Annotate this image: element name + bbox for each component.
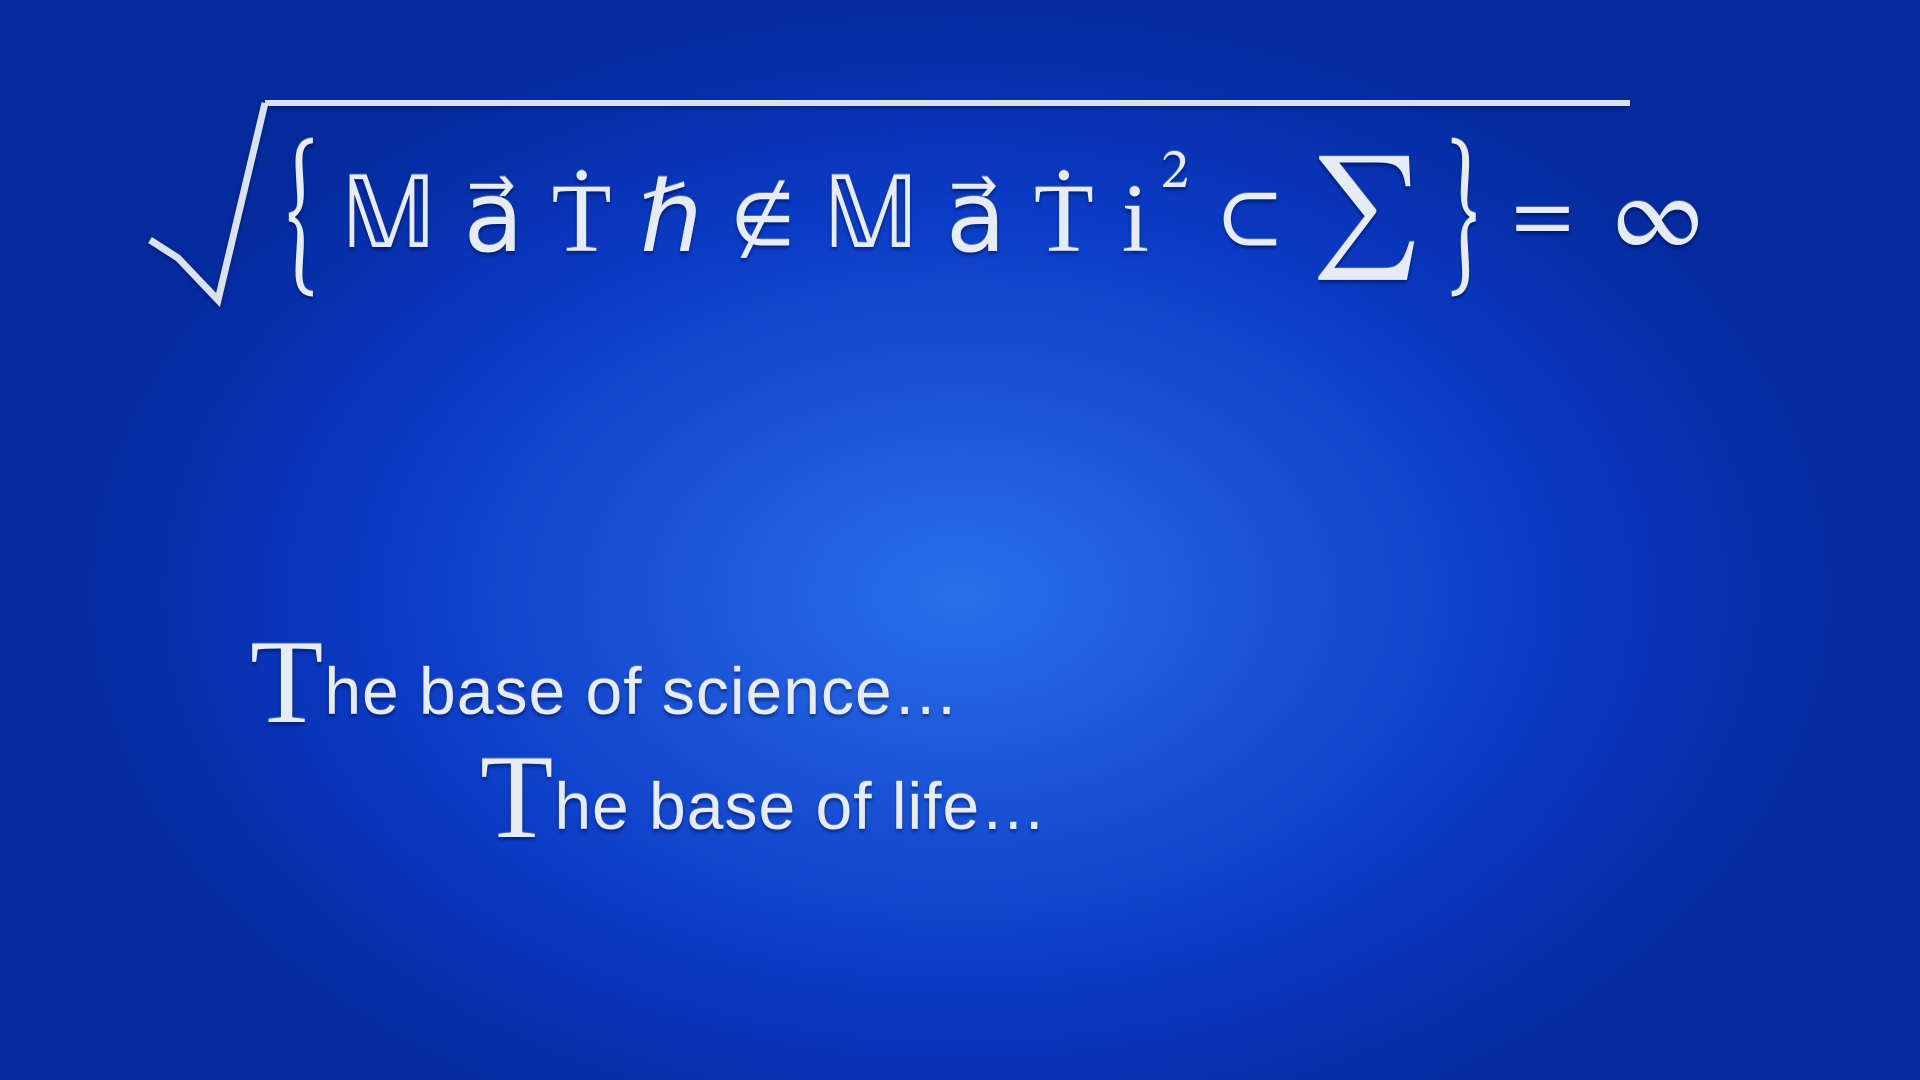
tagline-line-2: The base of life…	[480, 755, 1047, 844]
letter-T-dot-2: Ṫ	[1034, 170, 1094, 268]
letter-a-vec-1: a⃗	[464, 170, 524, 268]
notin-icon: ∉	[730, 173, 796, 265]
right-brace: }	[1448, 134, 1479, 304]
letter-T-dot-1: Ṫ	[552, 170, 612, 268]
left-brace: {	[287, 134, 318, 304]
tagline-2-cap: T	[480, 730, 554, 863]
formula-container: { 𝕄 a⃗ Ṫ ℏ ∉ 𝕄 a⃗ Ṫ i 2 ⊂ ∑ } = ∞	[140, 110, 1780, 310]
formula-expression: { 𝕄 a⃗ Ṫ ℏ ∉ 𝕄 a⃗ Ṫ i 2 ⊂ ∑ } = ∞	[290, 134, 1706, 304]
letter-a-vec-2: a⃗	[946, 170, 1006, 268]
letter-i: i	[1122, 170, 1149, 268]
tagline-1-cap: T	[250, 615, 324, 748]
letter-M-2: 𝕄	[824, 164, 918, 274]
subset-icon: ⊂	[1217, 173, 1283, 265]
tagline-line-1: The base of science…	[250, 640, 1047, 729]
letter-hbar: ℏ	[639, 170, 701, 268]
equals-sign: =	[1511, 175, 1574, 263]
superscript-2: 2	[1161, 145, 1189, 201]
infinity-icon: ∞	[1610, 169, 1705, 269]
tagline: The base of science… The base of life…	[250, 640, 1047, 870]
tagline-1-rest: he base of science…	[324, 654, 959, 728]
sigma-icon: ∑	[1311, 159, 1423, 279]
letter-M-1: 𝕄	[342, 164, 436, 274]
tagline-2-rest: he base of life…	[554, 769, 1047, 843]
